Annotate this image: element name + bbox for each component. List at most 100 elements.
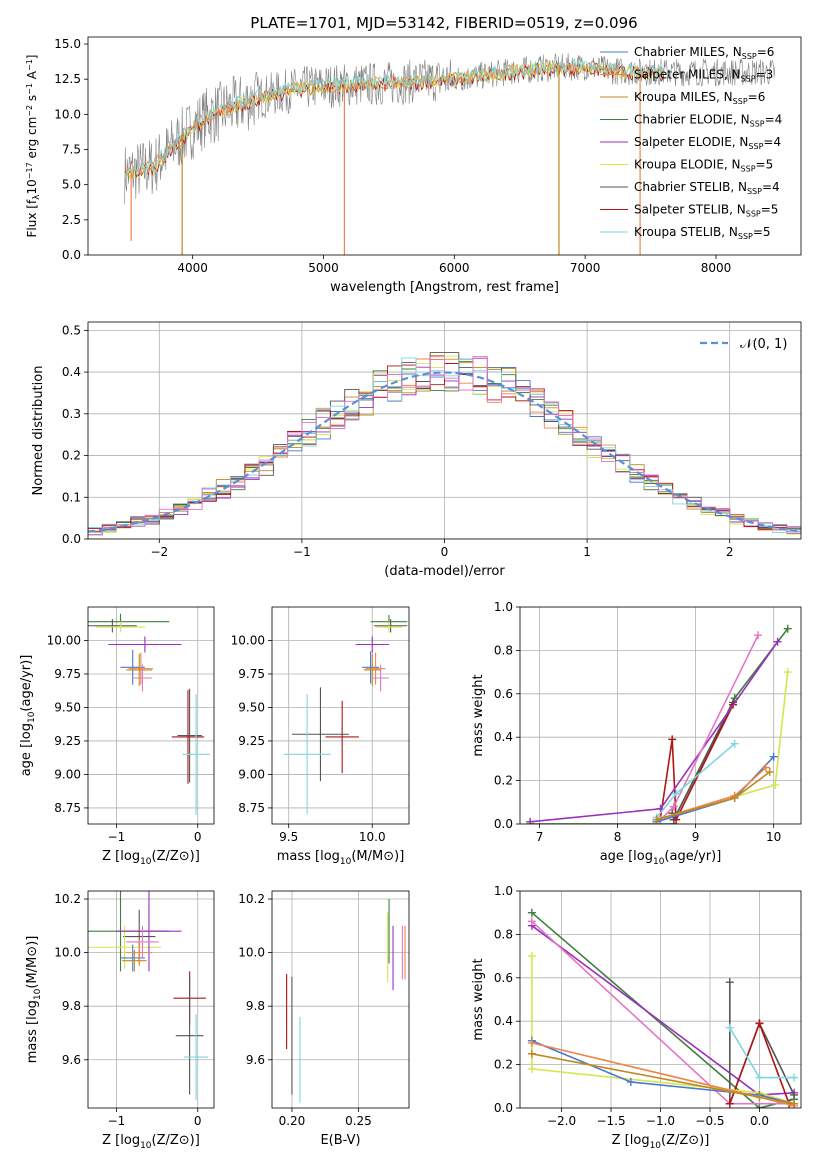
spectrum-model-salpeter_miles <box>124 60 664 178</box>
data-point <box>96 621 145 633</box>
marker-point <box>755 1093 764 1102</box>
y-axis-label: Flux [fλ10−17 erg cm−2 s−1 A−1] <box>25 55 42 238</box>
tick-label-y: 8.75 <box>54 801 81 815</box>
tick-label-y: 5.0 <box>62 178 81 192</box>
legend-entry: Salpeter ELODIE, NSSP=4 <box>634 135 781 151</box>
data-point <box>128 652 154 685</box>
tick-label-y: 9.50 <box>238 700 265 714</box>
data-point <box>283 694 331 815</box>
marker-point <box>790 1090 799 1099</box>
data-point <box>177 688 202 783</box>
marker-point <box>527 917 536 926</box>
data-point <box>375 621 403 633</box>
tick-label-x: 0 <box>194 830 202 844</box>
marker-point <box>755 1073 764 1082</box>
series-line-salpeter_stelib <box>659 704 734 823</box>
series-line-kroupa_elodie <box>531 956 795 1105</box>
tick-label-x: 5000 <box>308 261 339 275</box>
x-axis-label: mass [log10(M/M⊙)] <box>277 849 405 867</box>
marker-point <box>790 1073 799 1082</box>
tick-label-y: 9.25 <box>238 734 265 748</box>
marker-point <box>626 1077 635 1086</box>
data-point <box>88 619 137 633</box>
y-axis-label: mass weight <box>471 958 486 1040</box>
tick-label-x: 10 <box>766 830 781 844</box>
marker-point <box>730 739 739 748</box>
x-axis-label: wavelength [Angstrom, rest frame] <box>330 280 559 295</box>
marker-point <box>527 908 536 917</box>
axes-frame <box>87 606 215 825</box>
tick-label-y: 0.1 <box>62 490 81 504</box>
tick-label-y: 10.0 <box>54 946 81 960</box>
tick-label-y: 10.0 <box>238 946 265 960</box>
x-axis-label: (data-model)/error <box>384 564 505 579</box>
marker-point <box>725 978 734 987</box>
axes-frame <box>519 606 802 825</box>
data-point <box>171 690 205 784</box>
axes-weight_vs_age: 7 8 9 10 0.0 0.2 0.4 0.6 0.8 1.0 age [log10(age/yr… <box>471 600 802 867</box>
data-point <box>108 636 182 653</box>
data-point <box>126 939 153 967</box>
gaussian-reference-line <box>88 371 801 533</box>
series-line-chabrier_elodie <box>530 628 789 824</box>
tick-label-y: 0.0 <box>62 532 81 546</box>
tick-label-y: 8.75 <box>238 801 265 815</box>
marker-point <box>672 789 681 798</box>
plot-area-mass_vs_Z <box>88 891 214 1108</box>
marker-point <box>790 1099 799 1108</box>
tick-label-y: 0.0 <box>494 817 513 831</box>
legend-entry: Chabrier MILES, NSSP=6 <box>634 45 774 61</box>
tick-label-y: 0.6 <box>494 687 513 701</box>
data-point <box>88 925 162 969</box>
tick-label-y: 10.00 <box>47 633 81 647</box>
y-axis-label: mass weight <box>471 674 486 756</box>
plot-area-spectrum <box>124 53 776 255</box>
data-point <box>126 653 153 687</box>
tick-label-y: 0.0 <box>62 248 81 262</box>
x-axis-label: E(B-V) <box>320 1133 360 1148</box>
legend-entry: Chabrier ELODIE, NSSP=4 <box>634 113 782 129</box>
data-point <box>365 652 386 685</box>
legend-entry: Salpeter STELIB, NSSP=5 <box>634 203 778 219</box>
legend-entry: Kroupa MILES, NSSP=6 <box>634 90 765 106</box>
marker-point <box>527 1049 536 1058</box>
x-axis-label: Z [log10(Z/Z⊙)] <box>612 1133 710 1151</box>
axes-mass_vs_Z: −1 0 9.6 9.8 10.0 10.2 Z [log10(Z/Z⊙)] mass [lo… <box>25 890 215 1151</box>
tick-label-x: 0 <box>194 1114 202 1128</box>
tick-label-y: 9.75 <box>238 667 265 681</box>
marker-point <box>730 793 739 802</box>
data-point <box>132 664 153 692</box>
tick-label-y: 0.4 <box>494 730 513 744</box>
plot-area-age_vs_mass <box>272 607 409 824</box>
tick-label-x: 9 <box>692 830 700 844</box>
tick-label-y: 0.5 <box>62 323 81 337</box>
series-line-chabrier_stelib <box>671 702 734 822</box>
data-point <box>325 700 359 774</box>
marker-point <box>761 763 770 772</box>
x-axis-label: Z [log10(Z/Z⊙)] <box>102 849 200 867</box>
tick-label-y: 0.2 <box>494 1058 513 1072</box>
tick-label-x: 10.0 <box>359 830 386 844</box>
tick-label-y: 9.50 <box>54 700 81 714</box>
data-point <box>362 651 379 684</box>
legend-entry: Chabrier STELIB, NSSP=4 <box>634 180 780 196</box>
tick-label-y: 10.2 <box>54 892 81 906</box>
marker-point <box>783 668 792 677</box>
data-point <box>363 653 381 687</box>
tick-label-x: 0 <box>441 545 449 559</box>
marker-point <box>527 1064 536 1073</box>
tick-label-x: 0.0 <box>750 1114 769 1128</box>
tick-label-x: 0.25 <box>345 1114 372 1128</box>
axes-frame <box>519 890 802 1109</box>
spectrum-observed-line <box>124 53 776 205</box>
axes-weight_vs_Z: −2.0 −1.5 −1.0 −0.5 0.0 0.0 0.2 0.4 0.6 0.8 1.0 Z [… <box>471 884 802 1151</box>
tick-label-y: 0.4 <box>494 1014 513 1028</box>
tick-label-x: 9.5 <box>279 830 298 844</box>
data-point <box>292 687 349 782</box>
tick-label-y: 10.0 <box>54 107 81 121</box>
tick-label-y: 10.00 <box>231 633 265 647</box>
data-point <box>122 949 147 972</box>
tick-label-y: 0.2 <box>62 449 81 463</box>
series-line-chabrier_miles <box>531 1039 795 1105</box>
x-axis-label: age [log10(age/yr)] <box>600 849 722 867</box>
